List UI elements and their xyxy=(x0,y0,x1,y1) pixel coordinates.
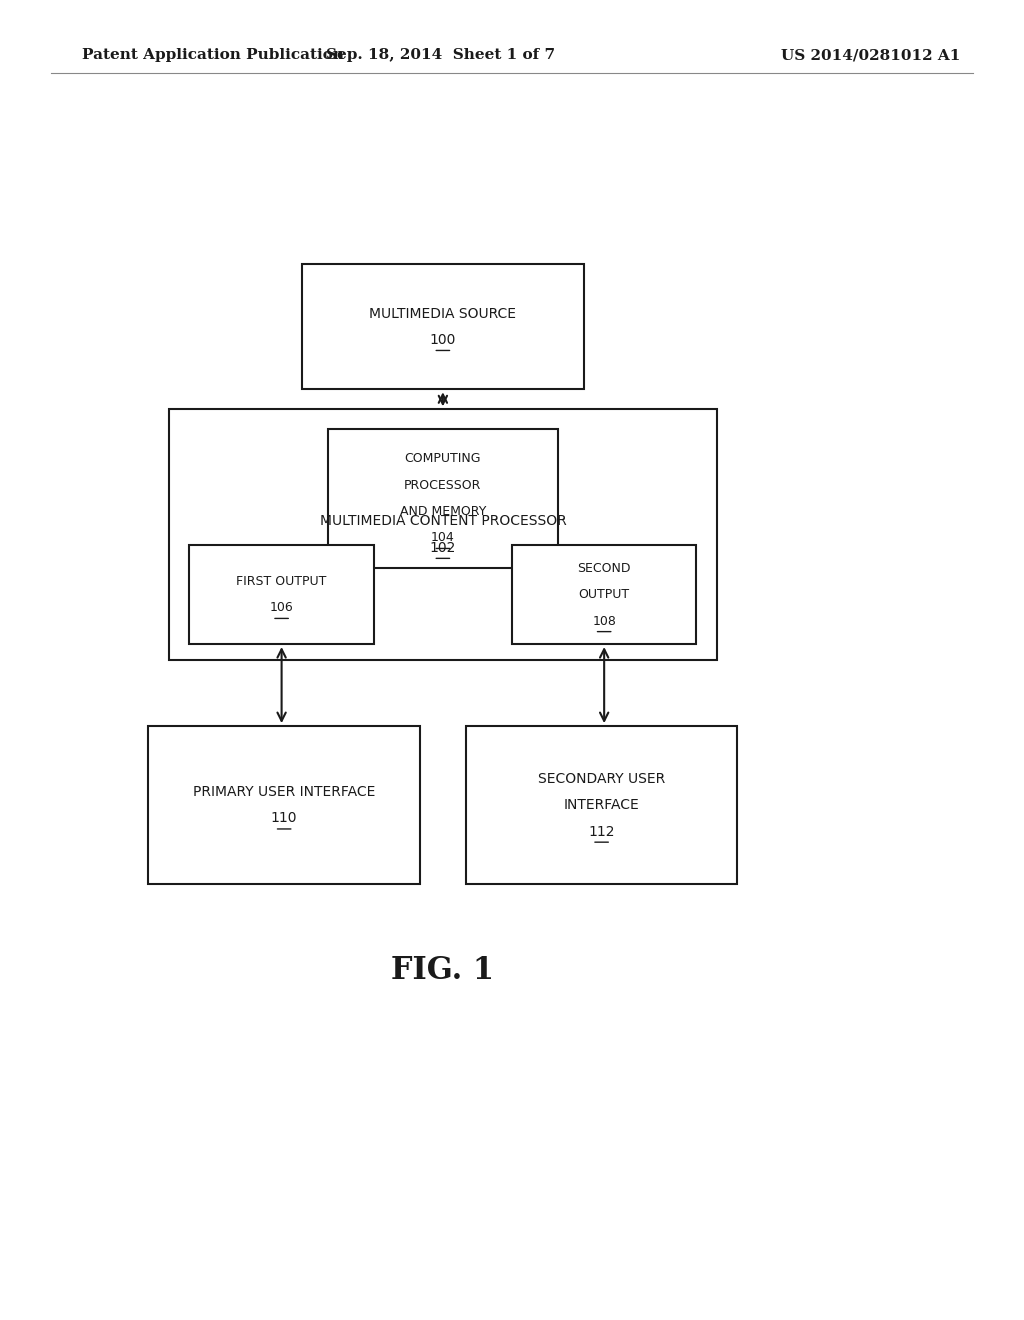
Text: US 2014/0281012 A1: US 2014/0281012 A1 xyxy=(780,49,961,62)
Text: FIRST OUTPUT: FIRST OUTPUT xyxy=(237,576,327,587)
Text: PROCESSOR: PROCESSOR xyxy=(404,479,481,491)
Text: Sep. 18, 2014  Sheet 1 of 7: Sep. 18, 2014 Sheet 1 of 7 xyxy=(326,49,555,62)
Text: COMPUTING: COMPUTING xyxy=(404,453,481,465)
Text: FIG. 1: FIG. 1 xyxy=(391,954,494,986)
Text: 112: 112 xyxy=(589,825,614,838)
Text: 104: 104 xyxy=(431,532,455,544)
Text: AND MEMORY: AND MEMORY xyxy=(399,506,486,517)
FancyBboxPatch shape xyxy=(466,726,737,884)
FancyBboxPatch shape xyxy=(302,264,584,389)
Text: 106: 106 xyxy=(269,602,294,614)
FancyBboxPatch shape xyxy=(169,409,717,660)
Text: INTERFACE: INTERFACE xyxy=(564,799,639,812)
Text: MULTIMEDIA CONTENT PROCESSOR: MULTIMEDIA CONTENT PROCESSOR xyxy=(319,515,566,528)
Text: SECOND: SECOND xyxy=(578,562,631,574)
Text: SECONDARY USER: SECONDARY USER xyxy=(538,772,666,785)
FancyBboxPatch shape xyxy=(189,545,374,644)
Text: MULTIMEDIA SOURCE: MULTIMEDIA SOURCE xyxy=(370,306,516,321)
Text: 102: 102 xyxy=(430,541,456,554)
FancyBboxPatch shape xyxy=(148,726,420,884)
Text: PRIMARY USER INTERFACE: PRIMARY USER INTERFACE xyxy=(193,785,376,799)
Text: 100: 100 xyxy=(430,333,456,347)
FancyBboxPatch shape xyxy=(512,545,696,644)
Text: 108: 108 xyxy=(592,615,616,627)
Text: OUTPUT: OUTPUT xyxy=(579,589,630,601)
Text: Patent Application Publication: Patent Application Publication xyxy=(82,49,344,62)
FancyBboxPatch shape xyxy=(328,429,558,568)
Text: 110: 110 xyxy=(271,812,297,825)
